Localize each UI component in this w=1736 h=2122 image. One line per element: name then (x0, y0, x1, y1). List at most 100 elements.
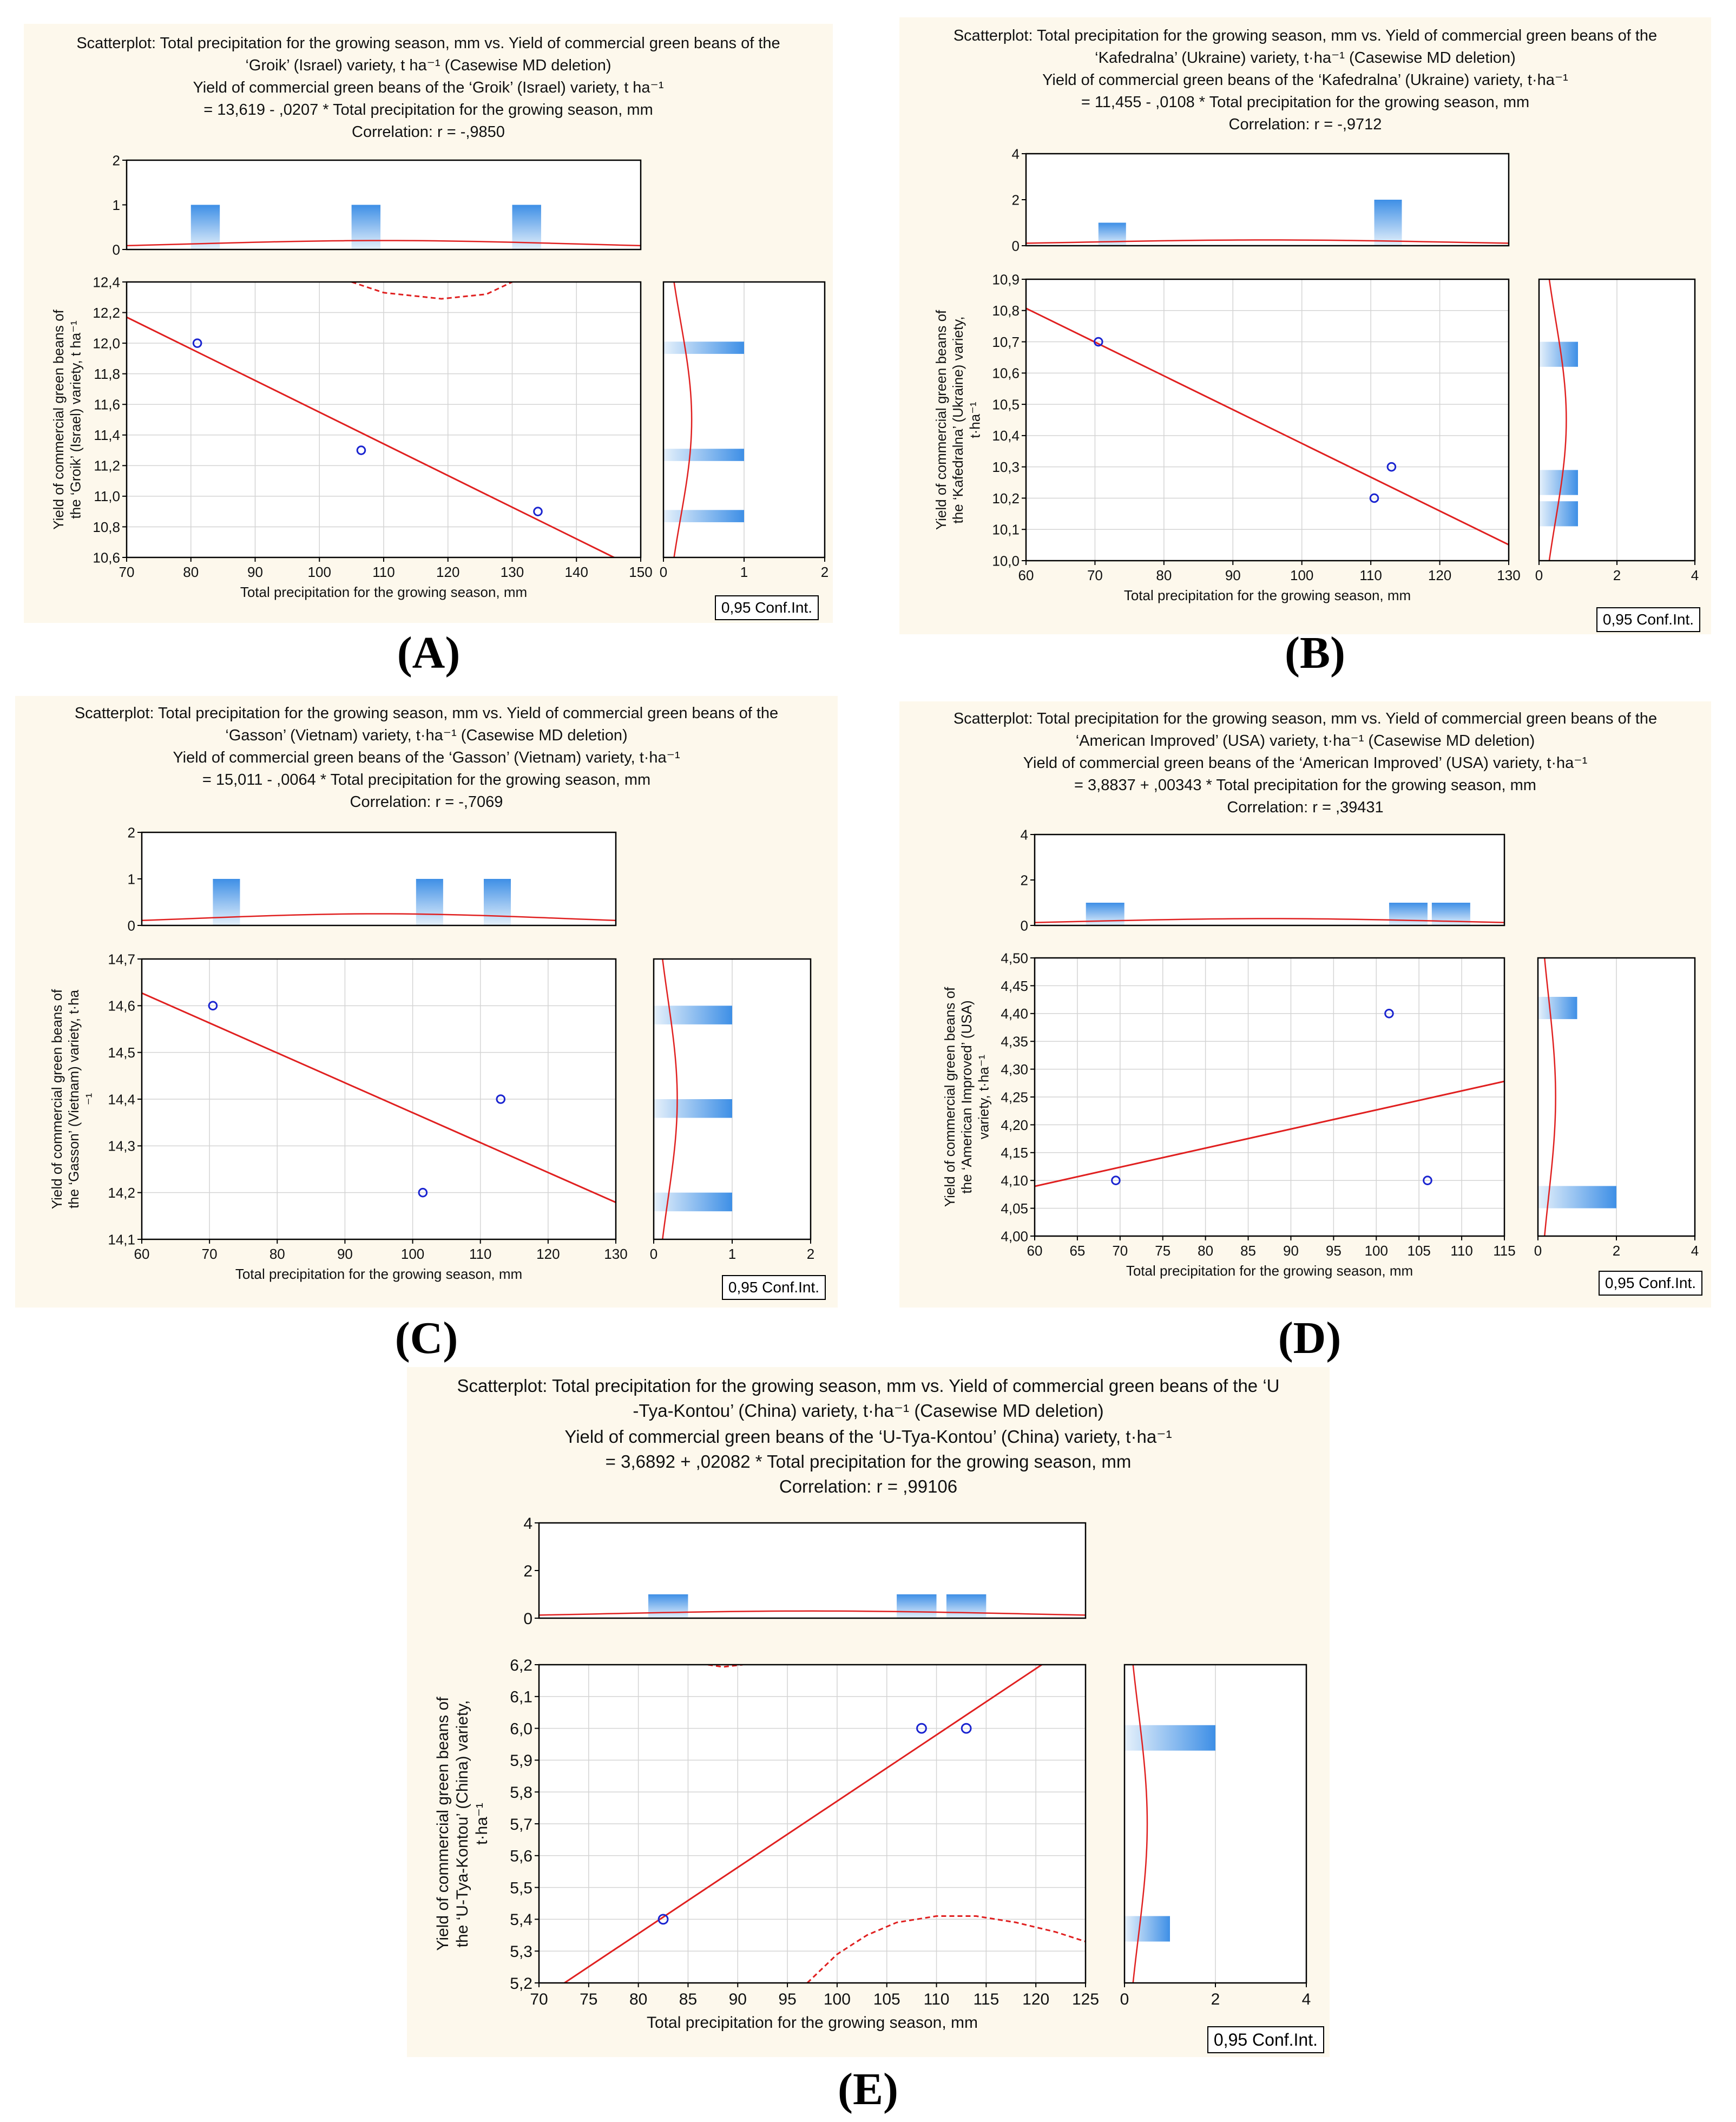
x-tick-label: 85 (679, 1990, 697, 2008)
histogram-bar (1086, 903, 1125, 925)
histogram-bar (1374, 200, 1402, 246)
conf-int-legend: 0,95 Conf.Int. (1596, 607, 1700, 632)
y-tick-label: 10,0 (992, 553, 1020, 569)
y-axis-label: the ‘Kafedralna’ (Ukraine) variety, (950, 317, 966, 524)
y-tick-label: 4,15 (1001, 1145, 1028, 1161)
y-axis-label: Yield of commercial green beans of (49, 989, 65, 1209)
y-tick-label: 11,6 (94, 397, 120, 413)
data-point (1384, 1009, 1394, 1019)
histogram-bar (1125, 1725, 1215, 1751)
y-tick-label: 4,40 (1001, 1006, 1028, 1022)
y-tick-label: 4 (1012, 146, 1020, 162)
x-tick-label: 90 (337, 1246, 353, 1262)
y-tick-label: 14,7 (108, 951, 135, 967)
histogram-bar (351, 205, 381, 249)
x-tick-label: 2 (807, 1246, 814, 1262)
y-tick-label: 10,4 (992, 428, 1020, 444)
y-tick-label: 5,9 (510, 1752, 532, 1770)
histogram-frame (662, 281, 826, 559)
regression-equation: Yield of commercial green beans of the ‘… (173, 749, 680, 811)
plot-area (1026, 279, 1509, 561)
x-tick-label: 70 (530, 1990, 548, 2008)
confidence-band (707, 1665, 743, 1668)
x-tick-label: 0 (1535, 567, 1543, 583)
x-axis-label: Total precipitation for the growing seas… (647, 2014, 978, 2032)
conf-int-legend: 0,95 Conf.Int. (1598, 1271, 1702, 1296)
x-tick-label: 4 (1302, 1990, 1311, 2008)
x-tick-label: 70 (119, 564, 135, 580)
histogram-frame (141, 831, 617, 927)
x-tick-label: 110 (1359, 567, 1382, 583)
data-point (1423, 1175, 1432, 1185)
y-tick-label: 0 (1012, 238, 1020, 254)
y-tick-label: 0 (113, 241, 120, 258)
y-tick-label: 10,1 (992, 522, 1020, 538)
y-tick-label: 11,0 (94, 488, 120, 504)
y-axis-label: the ‘U-Tya-Kontou’ (China) variety, (453, 1700, 471, 1948)
y-tick-label: 5,5 (510, 1879, 532, 1897)
panel-b: Scatterplot: Total precipitation for the… (899, 17, 1711, 634)
histogram-bar (1538, 996, 1577, 1020)
x-tick-label: 120 (1022, 1990, 1049, 2008)
histogram-bar (1539, 470, 1578, 495)
panel-label-c: (C) (394, 1313, 458, 1363)
normal-curve (662, 958, 678, 1240)
histogram-bar (897, 1594, 937, 1618)
x-tick-label: 110 (1450, 1243, 1472, 1259)
y-tick-label: 10,2 (992, 490, 1020, 507)
chart-title: Scatterplot: Total precipitation for the… (76, 35, 780, 74)
chart-title: Scatterplot: Total precipitation for the… (457, 1376, 1280, 1421)
data-point (496, 1094, 506, 1104)
x-tick-label: 90 (247, 564, 263, 580)
histogram-area (539, 1523, 1086, 1618)
chart-title: Scatterplot: Total precipitation for the… (953, 27, 1658, 67)
confidence-band (806, 1915, 1086, 1983)
x-tick-label: 75 (1155, 1243, 1171, 1259)
histogram-bar (416, 879, 443, 925)
y-tick-label: 4,00 (1001, 1228, 1028, 1244)
y-axis-label: Yield of commercial green beans of (50, 309, 67, 529)
y-tick-label: 11,4 (94, 427, 120, 443)
y-tick-label: 6,2 (510, 1657, 532, 1674)
x-tick-label: 110 (924, 1990, 950, 2008)
regression-line (563, 1665, 1043, 1983)
y-axis-label: the ‘American Improved’ (USA) (958, 1000, 975, 1193)
x-tick-label: 4 (1691, 567, 1699, 583)
panel-a: Scatterplot: Total precipitation for the… (24, 24, 833, 623)
confidence-band (351, 282, 513, 300)
x-tick-label: 90 (1283, 1243, 1299, 1259)
y-tick-label: 12,2 (93, 305, 120, 321)
y-tick-label: 4,35 (1001, 1034, 1028, 1050)
histogram-frame (1537, 957, 1696, 1237)
scatter-plot: 60 65 70 75 80 85 90 95 100 105 110 115 4,00 4,05 4,10… (942, 826, 1699, 1279)
chart-title: Scatterplot: Total precipitation for the… (953, 710, 1658, 750)
y-tick-label: 14,2 (108, 1185, 135, 1201)
y-tick-label: 4,25 (1001, 1089, 1028, 1105)
conf-int-legend: 0,95 Conf.Int. (714, 595, 819, 620)
x-tick-label: 120 (436, 564, 459, 580)
normal-curve (538, 1610, 1086, 1616)
y-tick-label: 5,7 (510, 1816, 532, 1834)
y-tick-label: 6,1 (510, 1689, 532, 1706)
x-tick-label: 2 (821, 564, 828, 580)
plot-frame (538, 1664, 1087, 1984)
x-axis-label: Total precipitation for the growing seas… (1124, 587, 1411, 603)
regression-line (142, 992, 616, 1204)
x-tick-label: 80 (183, 564, 199, 580)
y-tick-label: 0 (1021, 917, 1028, 934)
y-tick-label: 4,10 (1001, 1173, 1028, 1189)
x-tick-label: 120 (1428, 567, 1451, 583)
histogram-bar (1539, 341, 1578, 367)
y-tick-label: 14,1 (108, 1231, 135, 1247)
histogram-bar (1538, 1186, 1616, 1208)
plot-frame (1034, 957, 1505, 1237)
x-tick-label: 95 (778, 1990, 796, 2008)
normal-curve (673, 281, 693, 558)
x-tick-label: 110 (372, 564, 394, 580)
regression-equation: Yield of commercial green beans of the ‘… (1023, 754, 1588, 816)
y-tick-label: 5,3 (510, 1943, 532, 1961)
x-tick-label: 115 (973, 1990, 999, 2008)
normal-curve (1025, 239, 1509, 244)
x-tick-label: 85 (1240, 1243, 1256, 1259)
x-tick-label: 100 (401, 1246, 424, 1262)
